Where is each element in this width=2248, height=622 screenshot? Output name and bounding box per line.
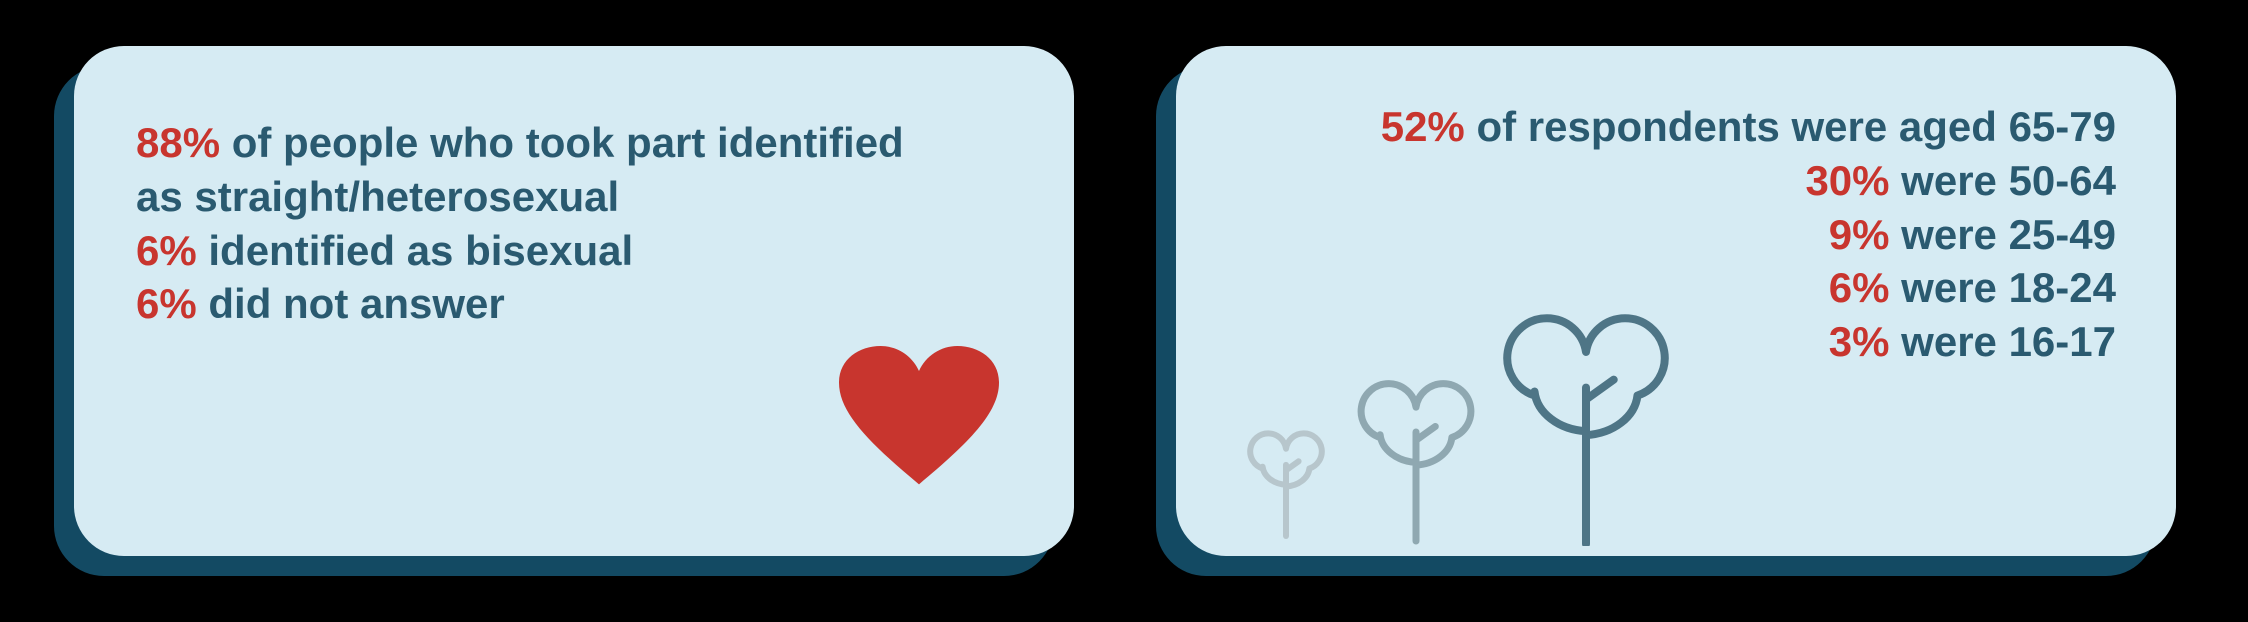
- heart-icon: [834, 346, 1004, 496]
- stat-text: were 18-24: [1890, 264, 2117, 311]
- stat-percentage: 6%: [136, 280, 197, 327]
- stat-percentage: 6%: [136, 227, 197, 274]
- stat-text: were 16-17: [1890, 318, 2117, 365]
- card-age: 52% of respondents were aged 65-7930% we…: [1176, 46, 2176, 556]
- card-age-body: 52% of respondents were aged 65-7930% we…: [1176, 46, 2176, 556]
- card-sexuality-body: 88% of people who took part identifiedas…: [74, 46, 1074, 556]
- stat-percentage: 52%: [1381, 103, 1465, 150]
- stat-line: as straight/heterosexual: [136, 170, 904, 224]
- stat-text: were 25-49: [1890, 211, 2117, 258]
- stat-line: 6% identified as bisexual: [136, 224, 904, 278]
- stat-line: 9% were 25-49: [1381, 208, 2116, 262]
- infographic-stage: 88% of people who took part identifiedas…: [0, 0, 2248, 622]
- stat-text: of people who took part identified: [220, 119, 904, 166]
- stat-text: of respondents were aged 65-79: [1465, 103, 2116, 150]
- trees-icon: [1216, 276, 1696, 546]
- stat-text: identified as bisexual: [197, 227, 633, 274]
- stat-percentage: 30%: [1805, 157, 1889, 204]
- stat-line: 88% of people who took part identified: [136, 116, 904, 170]
- stat-line: 30% were 50-64: [1381, 154, 2116, 208]
- stat-percentage: 6%: [1829, 264, 1890, 311]
- card-sexuality: 88% of people who took part identifiedas…: [74, 46, 1074, 556]
- stat-line: 52% of respondents were aged 65-79: [1381, 100, 2116, 154]
- stat-line: 6% did not answer: [136, 277, 904, 331]
- stat-percentage: 88%: [136, 119, 220, 166]
- stat-text: were 50-64: [1890, 157, 2117, 204]
- stat-percentage: 9%: [1829, 211, 1890, 258]
- stat-text: as straight/heterosexual: [136, 173, 619, 220]
- sexuality-stats: 88% of people who took part identifiedas…: [136, 116, 904, 331]
- stat-percentage: 3%: [1829, 318, 1890, 365]
- stat-text: did not answer: [197, 280, 505, 327]
